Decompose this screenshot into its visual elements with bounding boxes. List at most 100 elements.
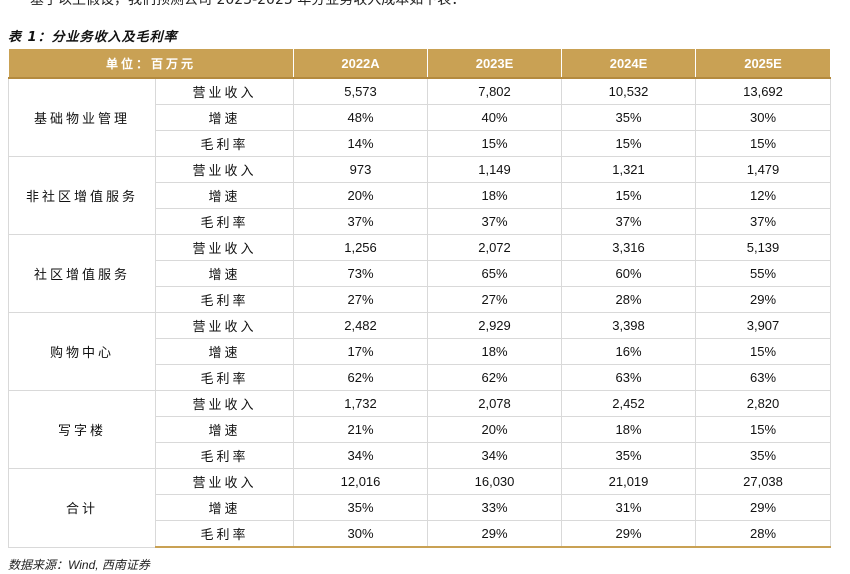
value-cell: 15% — [695, 130, 832, 157]
table-row: 写字楼 营业收入 1,732 2,078 2,452 2,820 — [8, 390, 832, 469]
segment-name: 合计 — [8, 468, 156, 548]
year-header: 2023E — [427, 48, 563, 79]
metric-label: 毛利率 — [154, 520, 295, 548]
value-cell: 33% — [427, 494, 563, 521]
table-row: 毛利率 30% 29% 29% 28% — [9, 520, 832, 548]
metric-label: 增速 — [154, 416, 295, 443]
unit-header: 单位：百万元 — [7, 48, 295, 79]
metric-label: 增速 — [154, 260, 295, 287]
value-cell: 3,907 — [695, 312, 832, 339]
value-cell: 12,016 — [293, 468, 429, 495]
table-row: 毛利率 14% 15% 15% 15% — [9, 130, 832, 157]
value-cell: 2,078 — [427, 390, 563, 417]
table-row: 毛利率 34% 34% 35% 35% — [9, 442, 832, 469]
value-cell: 1,256 — [293, 234, 429, 261]
value-cell: 21% — [293, 416, 429, 443]
value-cell: 62% — [427, 364, 563, 391]
value-cell: 1,732 — [293, 390, 429, 417]
metric-label: 增速 — [154, 182, 295, 209]
value-cell: 63% — [561, 364, 697, 391]
value-cell: 31% — [561, 494, 697, 521]
value-cell: 55% — [695, 260, 832, 287]
table-row: 增速 35% 33% 31% 29% — [9, 494, 832, 521]
segment-name: 购物中心 — [8, 312, 156, 391]
source-item: 西南证券 — [101, 558, 150, 572]
source-label: 数据来源： — [8, 558, 69, 572]
year-header: 2022A — [293, 48, 429, 79]
value-cell: 15% — [561, 130, 697, 157]
value-cell: 2,072 — [427, 234, 563, 261]
value-cell: 27,038 — [695, 468, 832, 495]
intro-text: 基于以上假设，我们预测公司 2023-2025 年分业务收入成本如下表： — [30, 0, 466, 8]
metric-label: 营业收入 — [154, 156, 295, 183]
value-cell: 37% — [561, 208, 697, 235]
value-cell: 18% — [427, 182, 563, 209]
value-cell: 2,452 — [561, 390, 697, 417]
metric-label: 增速 — [154, 338, 295, 365]
year-header: 2024E — [561, 48, 697, 79]
value-cell: 17% — [293, 338, 429, 365]
value-cell: 60% — [561, 260, 697, 287]
value-cell: 28% — [695, 520, 832, 548]
value-cell: 2,929 — [427, 312, 563, 339]
source-separator: , — [95, 558, 102, 572]
metric-label: 增速 — [154, 104, 295, 131]
value-cell: 14% — [293, 130, 429, 157]
value-cell: 1,149 — [427, 156, 563, 183]
metric-label: 毛利率 — [154, 130, 295, 157]
table-row: 合计 营业收入 12,016 16,030 21,019 27,038 — [8, 468, 832, 548]
year-header: 2025E — [695, 48, 832, 79]
value-cell: 16% — [561, 338, 697, 365]
value-cell: 29% — [695, 286, 832, 313]
value-cell: 1,479 — [695, 156, 832, 183]
segment-name: 基础物业管理 — [8, 77, 156, 157]
value-cell: 18% — [561, 416, 697, 443]
table-row: 非社区增值服务 营业收入 973 1,149 1,321 1,479 — [8, 156, 832, 235]
value-cell: 15% — [695, 338, 832, 365]
value-cell: 1,321 — [561, 156, 697, 183]
source-item: Wind — [68, 558, 96, 572]
value-cell: 30% — [695, 104, 832, 131]
value-cell: 13,692 — [695, 77, 832, 105]
table-row: 购物中心 营业收入 2,482 2,929 3,398 3,907 — [8, 312, 832, 391]
value-cell: 10,532 — [561, 77, 697, 105]
metric-label: 营业收入 — [154, 234, 295, 261]
metric-label: 营业收入 — [154, 312, 295, 339]
value-cell: 40% — [427, 104, 563, 131]
value-cell: 29% — [695, 494, 832, 521]
value-cell: 28% — [561, 286, 697, 313]
value-cell: 48% — [293, 104, 429, 131]
value-cell: 7,802 — [427, 77, 563, 105]
value-cell: 63% — [695, 364, 832, 391]
value-cell: 29% — [561, 520, 697, 548]
value-cell: 65% — [427, 260, 563, 287]
table-row: 社区增值服务 营业收入 1,256 2,072 3,316 5,139 — [8, 234, 832, 313]
value-cell: 34% — [293, 442, 429, 469]
value-cell: 18% — [427, 338, 563, 365]
value-cell: 2,820 — [695, 390, 832, 417]
metric-label: 营业收入 — [154, 77, 295, 105]
segment-name: 非社区增值服务 — [8, 156, 156, 235]
value-cell: 35% — [561, 104, 697, 131]
value-cell: 15% — [561, 182, 697, 209]
metric-label: 营业收入 — [154, 468, 295, 495]
value-cell: 3,398 — [561, 312, 697, 339]
value-cell: 37% — [427, 208, 563, 235]
value-cell: 37% — [293, 208, 429, 235]
data-source-note: 数据来源：Wind, 西南证券 — [8, 556, 150, 573]
value-cell: 15% — [695, 416, 832, 443]
value-cell: 27% — [293, 286, 429, 313]
revenue-margin-table: 单位：百万元 2022A 2023E 2024E 2025E 基础物业管理 营业收… — [7, 48, 832, 548]
table-row: 基础物业管理 营业收入 5,573 7,802 10,532 13,692 — [8, 77, 832, 157]
value-cell: 35% — [561, 442, 697, 469]
table-row: 增速 73% 65% 60% 55% — [9, 260, 832, 287]
metric-label: 营业收入 — [154, 390, 295, 417]
value-cell: 37% — [695, 208, 832, 235]
value-cell: 29% — [427, 520, 563, 548]
table-body: 基础物业管理 营业收入 5,573 7,802 10,532 13,692 增速 48% 40%… — [8, 77, 832, 548]
value-cell: 12% — [695, 182, 832, 209]
value-cell: 30% — [293, 520, 429, 548]
value-cell: 35% — [293, 494, 429, 521]
value-cell: 20% — [293, 182, 429, 209]
table-row: 毛利率 37% 37% 37% 37% — [9, 208, 832, 235]
